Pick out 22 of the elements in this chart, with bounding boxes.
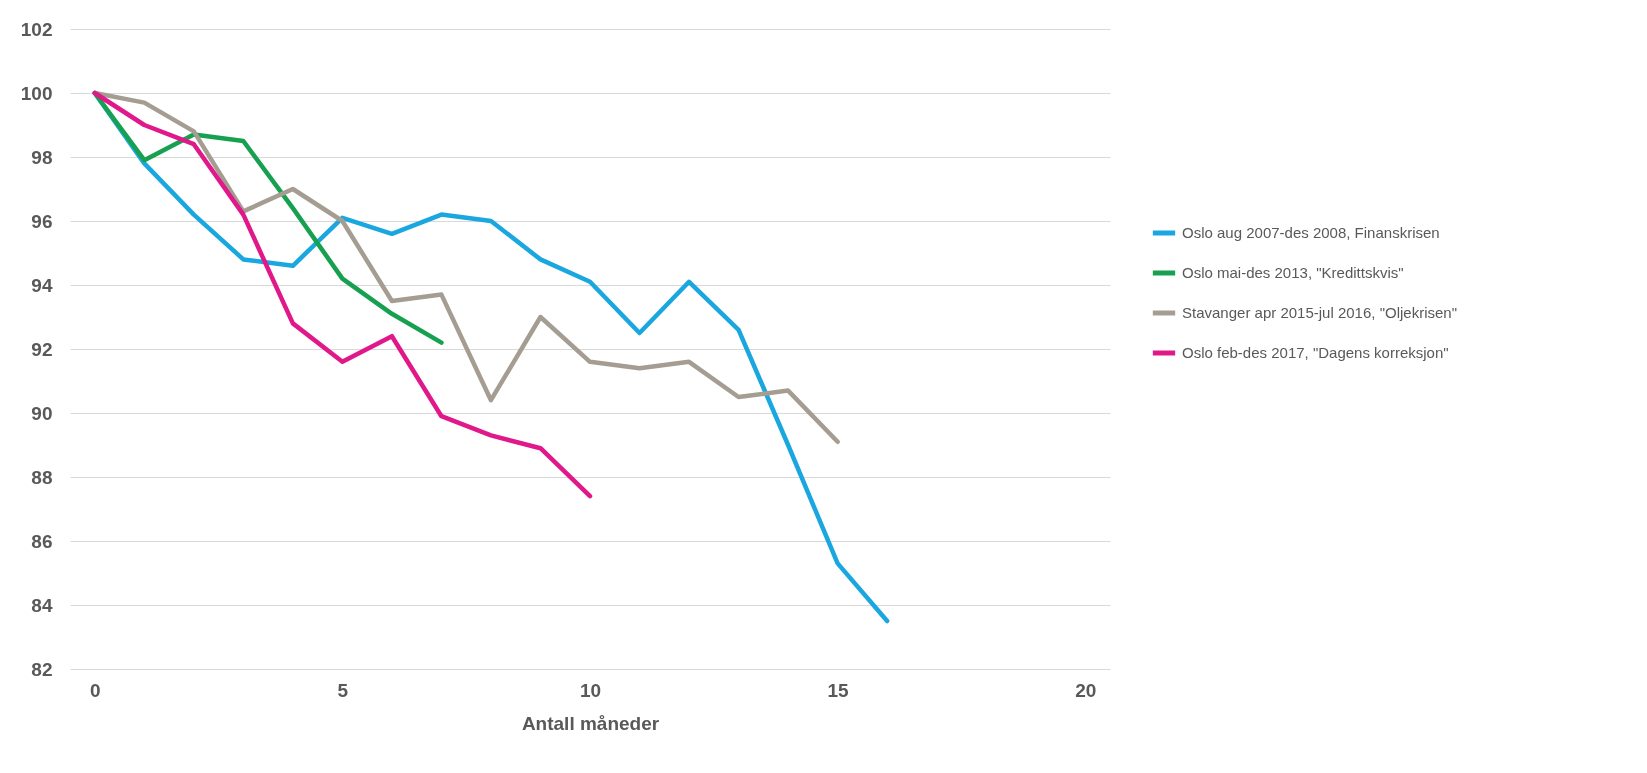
- x-tick-label: 10: [579, 679, 602, 701]
- legend-label: Oslo feb-des 2017, "Dagens korreksjon": [1182, 344, 1449, 361]
- y-tick-label: 102: [20, 18, 53, 40]
- y-tick-label: 90: [31, 402, 53, 424]
- y-tick-label: 96: [31, 210, 53, 232]
- x-tick-label: 15: [827, 679, 850, 701]
- x-tick-label: 20: [1075, 679, 1097, 701]
- legend-label: Oslo mai-des 2013, "Kredittskvis": [1182, 264, 1404, 281]
- line-series: [92, 90, 593, 499]
- y-tick-label: 84: [31, 594, 53, 616]
- x-tick-label: 5: [337, 679, 349, 701]
- y-tick-label: 86: [31, 530, 53, 552]
- y-tick-label: 100: [20, 82, 53, 104]
- legend-label: Stavanger apr 2015-jul 2016, "Oljekrisen": [1182, 304, 1457, 321]
- x-axis-title: Antall måneder: [521, 712, 660, 734]
- y-tick-label: 88: [31, 466, 53, 488]
- y-tick-label: 92: [31, 338, 53, 360]
- x-tick-label: 0: [89, 679, 101, 701]
- legend-label: Oslo aug 2007-des 2008, Finanskrisen: [1182, 224, 1440, 241]
- y-tick-label: 82: [31, 658, 53, 680]
- y-tick-label: 98: [31, 146, 53, 168]
- y-tick-label: 94: [31, 274, 53, 296]
